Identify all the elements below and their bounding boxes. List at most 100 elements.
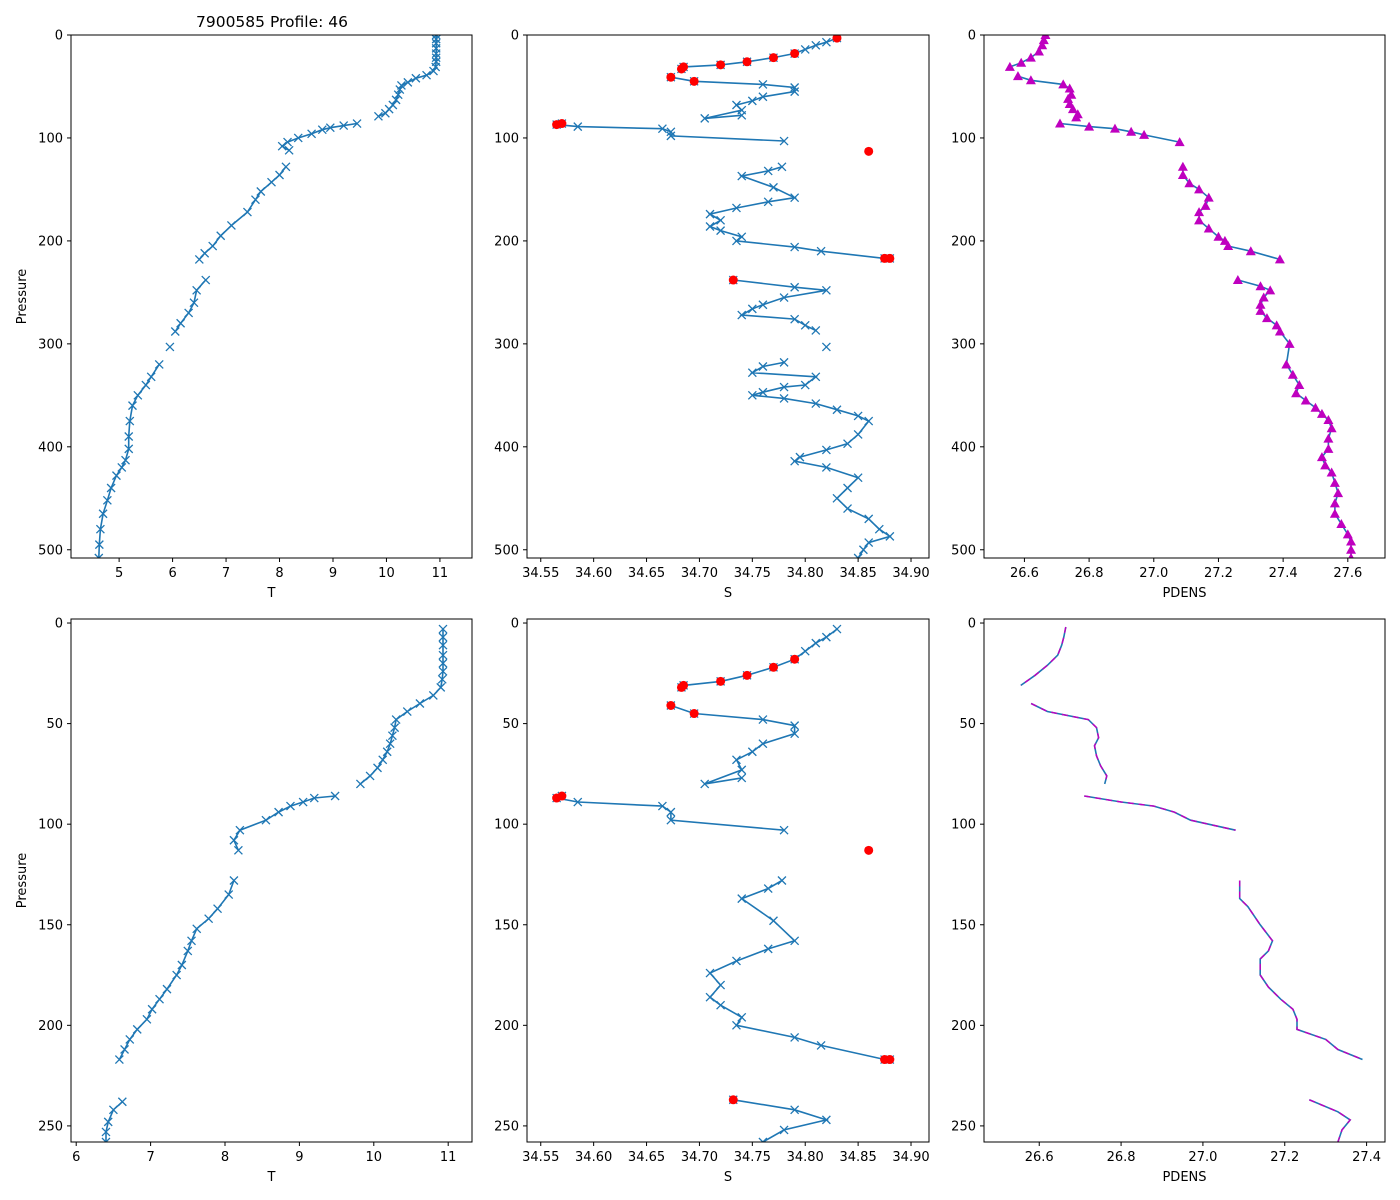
x-marker: [125, 416, 135, 426]
triangle-marker: [1194, 184, 1205, 194]
x-marker: [732, 1020, 741, 1030]
plot-area: [552, 624, 895, 1142]
x-marker: [293, 133, 303, 143]
triangle-marker: [1071, 112, 1082, 122]
x-marker: [666, 807, 676, 817]
y-tick-label: 300: [38, 337, 63, 352]
flag-marker: [689, 76, 699, 86]
x-marker: [94, 553, 104, 558]
y-tick-label: 0: [55, 617, 63, 632]
x-tick-label: 8: [221, 1150, 229, 1165]
x-marker: [204, 914, 214, 924]
flag-marker: [768, 662, 778, 672]
triangle-marker: [1346, 536, 1357, 546]
x-marker: [758, 79, 768, 89]
x-marker: [387, 731, 397, 741]
x-marker: [283, 137, 292, 147]
x-marker: [339, 121, 349, 131]
x-marker: [874, 524, 884, 534]
series-line-1: [680, 37, 838, 70]
x-marker: [737, 310, 747, 320]
x-marker: [281, 162, 291, 172]
flag-marker: [885, 253, 895, 263]
panel-5: 34.55 34.60 34.65 34.70 34.75 34.80 34.85 34.90…: [494, 617, 929, 1185]
x-marker: [790, 242, 800, 252]
x-marker: [325, 123, 335, 133]
y-tick-label: 400: [951, 440, 976, 455]
y-tick-label: 500: [951, 543, 976, 558]
x-marker: [286, 801, 295, 811]
triangle-marker: [1109, 123, 1120, 133]
x-tick-label: 34.55: [522, 1150, 559, 1165]
flag-marker: [552, 793, 562, 803]
x-tick-label: 27.2: [1204, 566, 1233, 581]
x-marker: [147, 1004, 157, 1014]
y-tick-label: 300: [494, 337, 519, 352]
series-line-1: [1020, 626, 1067, 687]
x-marker: [747, 390, 757, 400]
x-tick-label: 5: [115, 566, 123, 581]
x-marker: [274, 807, 284, 817]
series-line-5: [1308, 1099, 1352, 1142]
x-marker: [779, 357, 789, 367]
plot-area: [1004, 35, 1357, 558]
x-marker: [790, 729, 800, 739]
figure-title: 7900585 Profile: 46: [196, 13, 348, 31]
triangle-marker: [1064, 83, 1075, 93]
x-marker: [422, 70, 432, 80]
x-marker: [355, 779, 365, 789]
triangle-marker: [1310, 402, 1321, 412]
x-tick-label: 34.65: [628, 1150, 665, 1165]
x-tick-label: 34.75: [734, 1150, 771, 1165]
x-marker: [438, 658, 448, 668]
x-marker: [769, 916, 778, 926]
x-marker: [352, 119, 362, 128]
x-marker: [811, 326, 821, 335]
panel-2: 34.55 34.60 34.65 34.70 34.75 34.80 34.85 34.90…: [494, 29, 929, 602]
x-marker: [821, 445, 831, 455]
x-marker: [763, 197, 773, 207]
x-marker: [224, 890, 234, 900]
x-axis-label: S: [724, 1170, 732, 1185]
x-tick-label: 34.55: [522, 566, 559, 581]
x-marker: [705, 992, 715, 1002]
x-marker: [763, 166, 773, 176]
y-axis-label: Pressure: [15, 853, 30, 909]
triangle-marker: [1326, 467, 1337, 477]
x-tick-label: 9: [295, 1150, 303, 1165]
x-marker: [763, 884, 773, 894]
triangle-marker: [1004, 61, 1015, 71]
x-marker: [763, 944, 773, 954]
x-marker: [853, 429, 863, 439]
x-marker: [800, 320, 810, 330]
y-tick-label: 50: [959, 717, 976, 732]
x-marker: [403, 77, 413, 87]
triangle-marker: [1058, 79, 1069, 89]
plot-area: [101, 624, 448, 1142]
x-tick-label: 34.90: [892, 566, 929, 581]
x-marker: [811, 372, 821, 382]
series-line-2: [1030, 702, 1108, 785]
x-marker: [737, 765, 747, 775]
x-marker: [737, 110, 747, 120]
x-axis-label: T: [267, 1170, 276, 1185]
x-marker: [716, 226, 726, 236]
x-marker: [267, 177, 276, 187]
flag-marker: [676, 682, 686, 692]
x-tick-label: 34.80: [787, 1150, 824, 1165]
x-marker: [402, 707, 412, 716]
y-tick-label: 200: [951, 1019, 976, 1034]
x-marker: [832, 405, 842, 415]
y-tick-label: 250: [494, 1119, 519, 1134]
x-marker: [102, 495, 112, 505]
x-marker: [391, 95, 401, 105]
triangle-marker: [1255, 281, 1266, 291]
x-marker: [216, 231, 226, 241]
y-tick-label: 200: [494, 234, 519, 249]
x-marker: [716, 1000, 726, 1010]
series-line-5: [733, 279, 827, 332]
x-marker: [853, 553, 863, 558]
x-marker: [666, 127, 676, 137]
x-marker: [101, 1127, 111, 1137]
x-tick-label: 26.6: [1025, 1150, 1054, 1165]
